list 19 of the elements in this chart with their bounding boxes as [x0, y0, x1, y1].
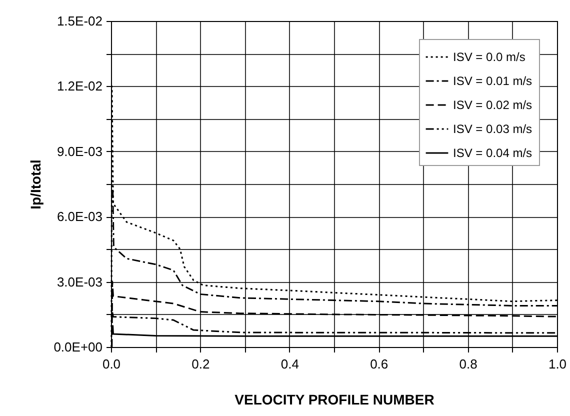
y-tick-label: 9.0E-03: [56, 144, 102, 159]
x-tick-label: 0.4: [280, 356, 299, 372]
x-tick-label: 0.2: [192, 356, 210, 372]
legend-label: ISV = 0.01 m/s: [453, 74, 532, 88]
x-axis-title: VELOCITY PROFILE NUMBER: [234, 392, 434, 408]
legend-label: ISV = 0.02 m/s: [453, 98, 532, 112]
y-tick-label: 0.0E+00: [54, 340, 102, 354]
y-tick-label: 6.0E-03: [56, 209, 102, 224]
y-tick-label: 1.5E-02: [56, 14, 102, 28]
legend-label: ISV = 0.0 m/s: [453, 50, 526, 64]
legend-label: ISV = 0.03 m/s: [453, 122, 532, 136]
x-tick-label: 0.6: [370, 356, 388, 372]
x-tick-label: 0.0: [102, 356, 121, 372]
y-axis-title: Ip/Itotal: [28, 160, 44, 210]
y-tick-label: 1.2E-02: [56, 78, 102, 94]
legend-label: ISV = 0.04 m/s: [453, 146, 532, 160]
y-tick-label: 3.0E-03: [56, 274, 102, 290]
x-tick-label: 1.0: [548, 356, 567, 372]
x-tick-label: 0.8: [459, 356, 478, 372]
